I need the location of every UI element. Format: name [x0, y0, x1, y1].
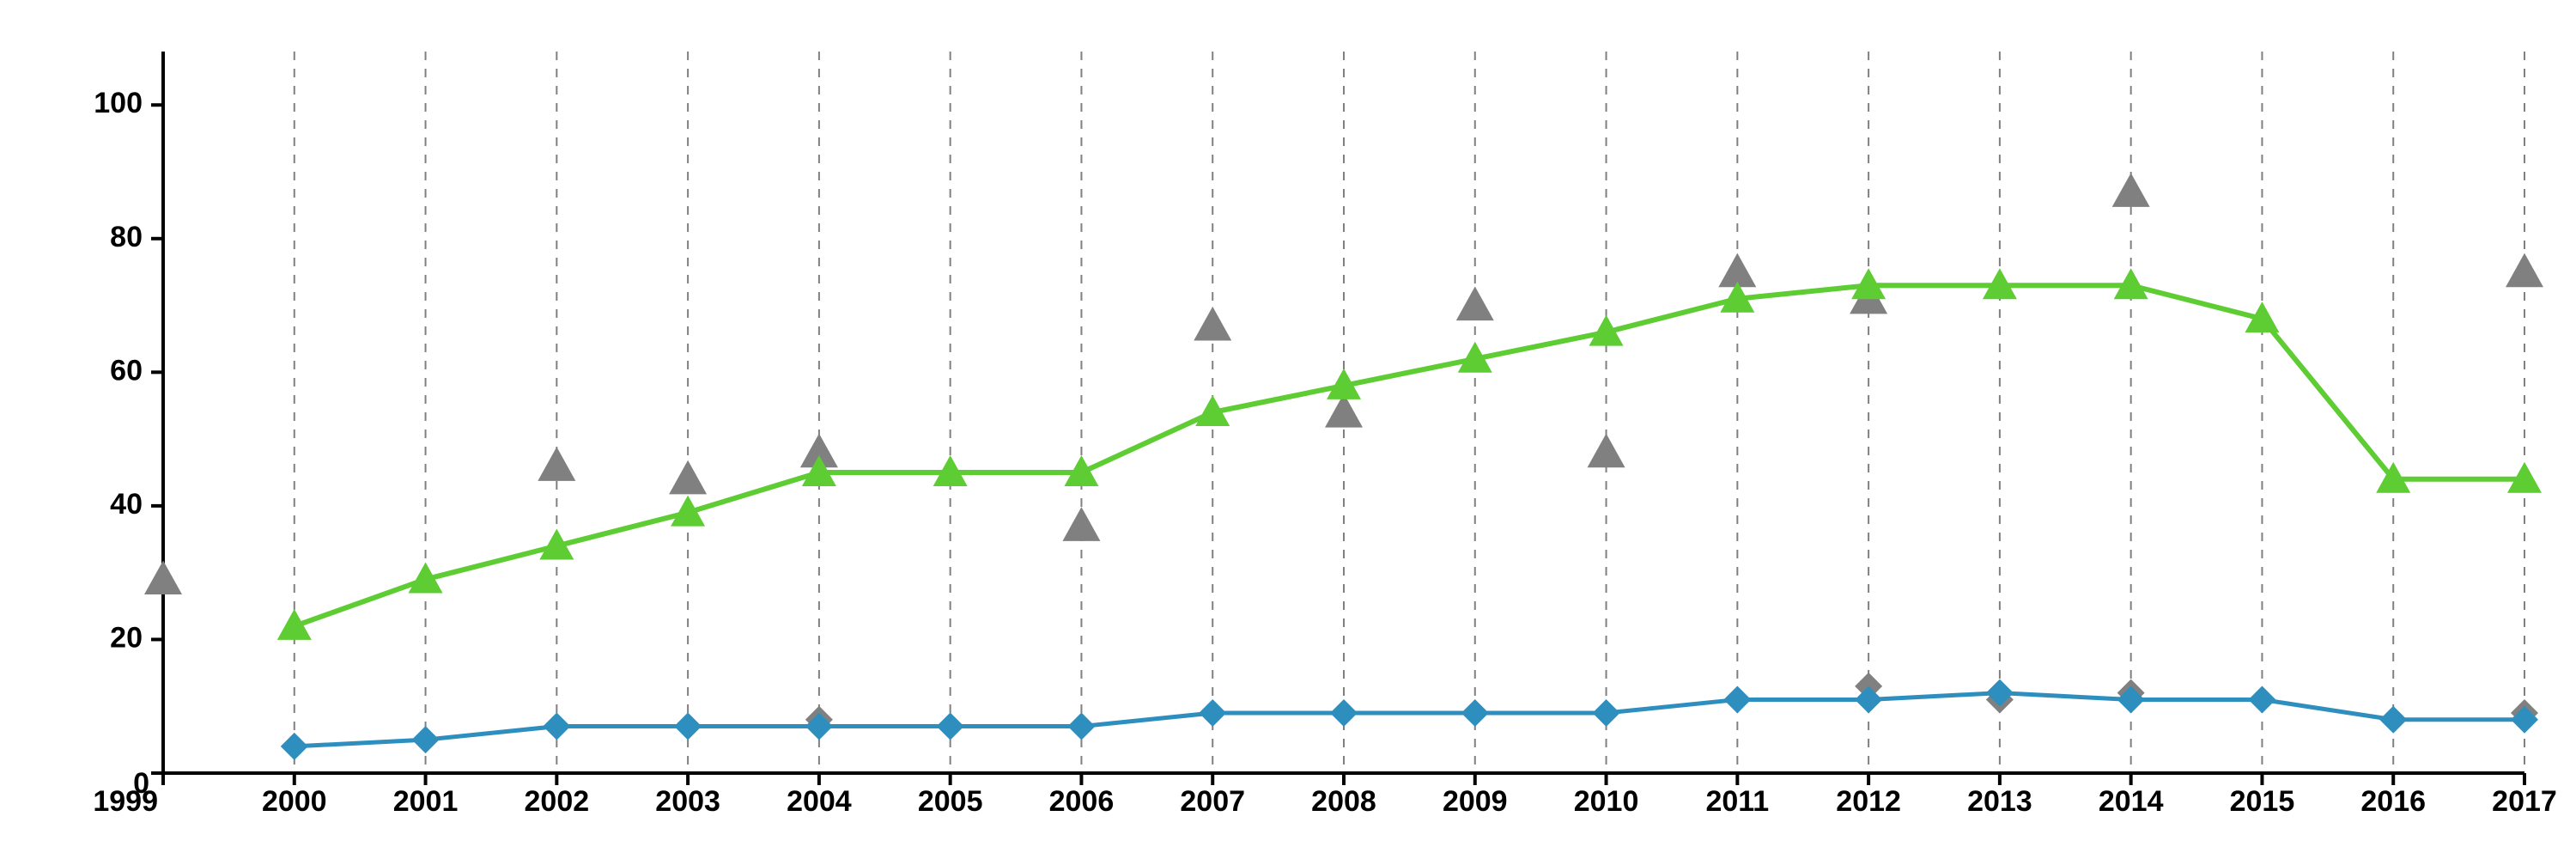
- x-tick-label: 2009: [1443, 785, 1508, 818]
- x-tick-label: 1999: [93, 785, 158, 818]
- x-tick-label: 2001: [393, 785, 459, 818]
- line-chart: 0204060801001999200020012002200320042005…: [0, 0, 2576, 859]
- x-tick-label: 2015: [2230, 785, 2295, 818]
- x-tick-label: 2006: [1049, 785, 1115, 818]
- x-tick-label: 2005: [918, 785, 983, 818]
- x-tick-label: 2003: [655, 785, 720, 818]
- x-tick-label: 2004: [787, 785, 852, 818]
- x-tick-label: 2007: [1180, 785, 1245, 818]
- x-tick-label: 2008: [1311, 785, 1376, 818]
- x-tick-label: 2012: [1836, 785, 1901, 818]
- x-tick-label: 2013: [1967, 785, 2032, 818]
- y-tick-label: 100: [94, 87, 143, 119]
- y-tick-label: 60: [110, 354, 143, 387]
- y-tick-label: 80: [110, 221, 143, 253]
- x-tick-label: 2010: [1574, 785, 1639, 818]
- x-tick-label: 2014: [2099, 785, 2164, 818]
- x-tick-label: 2011: [1705, 785, 1769, 818]
- x-tick-label: 2016: [2360, 785, 2426, 818]
- x-tick-label: 2017: [2492, 785, 2557, 818]
- x-tick-label: 2000: [262, 785, 327, 818]
- y-tick-label: 20: [110, 621, 143, 654]
- y-tick-label: 40: [110, 488, 143, 521]
- x-tick-label: 2002: [525, 785, 590, 818]
